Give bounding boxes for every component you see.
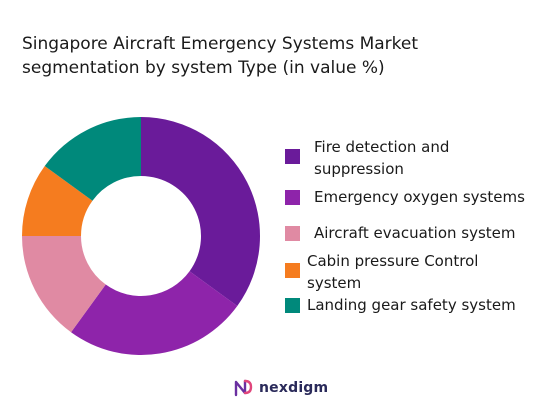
legend-swatch-landing-gear <box>285 298 300 313</box>
chart-title-line-2: segmentation by system Type (in value %) <box>22 58 385 78</box>
legend-item-cabin-pressure: Cabin pressure Control system <box>285 250 545 294</box>
donut-slice-aircraft-evacuation <box>22 236 106 333</box>
legend-item-emergency-oxygen: Emergency oxygen systems <box>285 186 545 208</box>
legend-label-emergency-oxygen: Emergency oxygen systems <box>314 188 525 206</box>
legend-label-cabin-pressure: Cabin pressure Control system <box>307 252 479 292</box>
legend-item-fire-detection: Fire detection and suppression <box>285 136 545 180</box>
legend-label-fire-detection: Fire detection and suppression <box>314 138 450 178</box>
legend-item-aircraft-evacuation: Aircraft evacuation system <box>285 222 545 244</box>
brand-name: nexdigm <box>259 380 329 396</box>
chart-title: Singapore Aircraft Emergency Systems Mar… <box>22 32 542 80</box>
legend-label-landing-gear: Landing gear safety system <box>307 296 516 314</box>
donut-slice-fire-detection <box>141 117 260 306</box>
legend-swatch-cabin-pressure <box>285 263 300 278</box>
legend-swatch-aircraft-evacuation <box>285 226 300 241</box>
legend-swatch-emergency-oxygen <box>285 190 300 205</box>
donut-slice-emergency-oxygen <box>71 271 238 355</box>
legend-label-aircraft-evacuation: Aircraft evacuation system <box>314 224 516 242</box>
donut-slice-cabin-pressure <box>22 166 93 236</box>
legend-swatch-fire-detection <box>285 149 300 164</box>
chart-title-line-1: Singapore Aircraft Emergency Systems Mar… <box>22 34 419 54</box>
nexdigm-logo-icon <box>234 379 253 397</box>
donut-slice-landing-gear <box>44 117 142 201</box>
brand-logo: nexdigm <box>233 377 328 399</box>
legend-item-landing-gear: Landing gear safety system <box>285 294 545 316</box>
